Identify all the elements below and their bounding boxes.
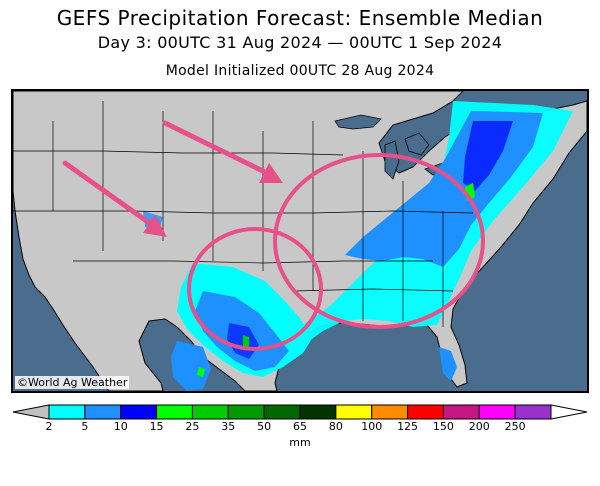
colorbar-tick-label: 25 bbox=[185, 420, 200, 433]
great-lakes bbox=[334, 114, 472, 180]
colorbar-swatch bbox=[84, 404, 122, 420]
colorbar-tick-label: 50 bbox=[257, 420, 272, 433]
colorbar-tick-label: 125 bbox=[397, 420, 419, 433]
annotation-circle-southeast bbox=[273, 153, 485, 329]
colorbar-tick-label: 65 bbox=[293, 420, 307, 433]
state-borders bbox=[13, 101, 474, 327]
colorbar-swatch bbox=[227, 404, 265, 420]
colorbar-low-arrow bbox=[12, 404, 50, 420]
colorbar-swatch bbox=[514, 404, 552, 420]
precipitation-map: ©World Ag Weather bbox=[11, 89, 589, 393]
forecast-period: Day 3: 00UTC 31 Aug 2024 — 00UTC 1 Sep 2… bbox=[97, 33, 503, 52]
colorbar-swatch bbox=[263, 404, 301, 420]
map-title: GEFS Precipitation Forecast: Ensemble Me… bbox=[56, 6, 544, 30]
annotation-arrow bbox=[162, 120, 274, 178]
colorbar-swatch bbox=[478, 404, 516, 420]
annotation-circles bbox=[187, 153, 485, 351]
annotation-arrow bbox=[62, 160, 158, 230]
colorbar-high-arrow bbox=[550, 404, 588, 420]
colorbar-swatch bbox=[120, 404, 158, 420]
annotation-arrow-head bbox=[143, 215, 167, 237]
colorbar-unit: mm bbox=[289, 436, 311, 449]
colorbar-tick-label: 35 bbox=[221, 420, 236, 433]
colorbar-tick-label: 150 bbox=[432, 420, 454, 433]
precip-overlay bbox=[143, 101, 573, 391]
annotation-arrow-head bbox=[259, 163, 283, 183]
colorbar-swatch bbox=[335, 404, 373, 420]
colorbar-swatch bbox=[48, 404, 86, 420]
credit-label: ©World Ag Weather bbox=[15, 376, 130, 389]
colorbar-swatch bbox=[156, 404, 193, 420]
colorbar-tick-label: 80 bbox=[328, 420, 343, 433]
colorbar-swatch bbox=[442, 404, 480, 420]
colorbar-swatch bbox=[407, 404, 444, 420]
model-init-time: Model Initialized 00UTC 28 Aug 2024 bbox=[165, 63, 435, 79]
colorbar-ticks: 2 5 10 15 25 35 50 65 80 100 125 150 200 250 bbox=[0, 420, 600, 436]
colorbar-swatch bbox=[191, 404, 229, 420]
colorbar-tick-label: 200 bbox=[468, 420, 490, 433]
colorbar-swatch bbox=[299, 404, 337, 420]
colorbar-tick-label: 250 bbox=[504, 420, 526, 433]
precip-colorbar bbox=[12, 404, 588, 420]
colorbar-tick-label: 15 bbox=[149, 420, 164, 433]
colorbar-tick-label: 10 bbox=[113, 420, 128, 433]
map-canvas bbox=[13, 91, 587, 391]
colorbar-tick-label: 2 bbox=[45, 420, 53, 433]
colorbar-tick-label: 5 bbox=[81, 420, 89, 433]
colorbar-swatch bbox=[371, 404, 409, 420]
annotation-circle-texas bbox=[187, 227, 323, 351]
colorbar-tick-label: 100 bbox=[361, 420, 383, 433]
annotation-arrows bbox=[62, 120, 283, 237]
